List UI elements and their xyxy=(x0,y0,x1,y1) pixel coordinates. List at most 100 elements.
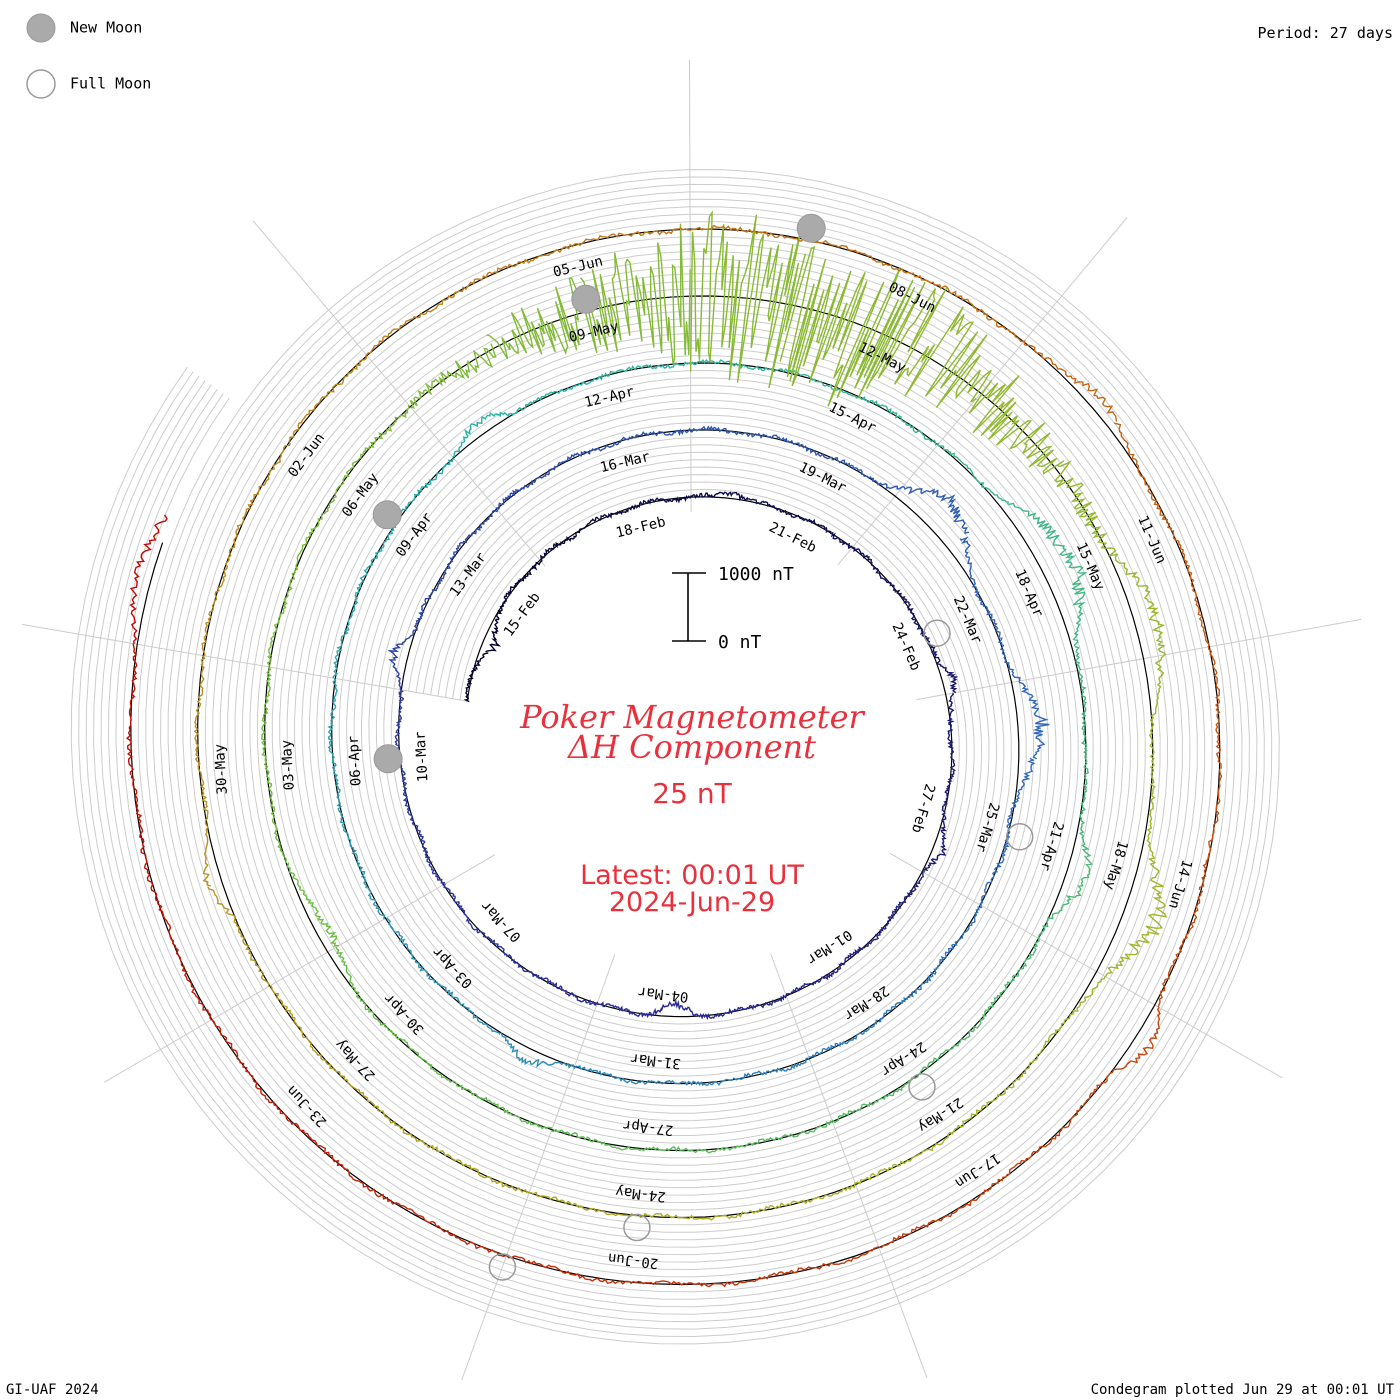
trace-segment-23 xyxy=(443,883,486,938)
grid-spiral-1 xyxy=(122,221,1228,1293)
date-label-17: 06-Apr xyxy=(346,735,365,786)
new-moon-marker-0 xyxy=(373,744,403,774)
trace-segment-21 xyxy=(537,975,599,1006)
trace-segment-10 xyxy=(892,587,927,639)
trace-segment-125 xyxy=(878,1188,991,1249)
trace-segment-133 xyxy=(130,774,160,903)
trace-segment-1 xyxy=(485,600,506,653)
trace-segment-109 xyxy=(233,442,292,545)
trace-segment-70 xyxy=(915,1014,987,1079)
trace-segment-22 xyxy=(484,936,538,978)
trace-segment-88 xyxy=(779,245,916,407)
trace-segment-51 xyxy=(349,843,386,920)
new-moon-marker-3 xyxy=(796,213,826,243)
trace-segment-98 xyxy=(854,1131,954,1185)
trace-segment-112 xyxy=(462,243,574,291)
trace-segment-78 xyxy=(286,862,339,947)
trace-segment-50 xyxy=(386,917,438,984)
grid-spoke-7 xyxy=(461,954,616,1381)
trace-segment-81 xyxy=(266,570,296,668)
date-label-2: 21-Feb xyxy=(766,519,818,556)
date-label-24: 27-Apr xyxy=(622,1116,674,1138)
trace-segment-17 xyxy=(785,963,842,996)
chart-subtitle: ΔH Component xyxy=(566,728,816,766)
trace-segment-74 xyxy=(551,1128,647,1152)
trace-segment-41 xyxy=(979,833,1011,906)
full-moon-marker-4 xyxy=(488,1253,517,1281)
trace-segment-2 xyxy=(503,561,542,603)
trace-segment-33 xyxy=(690,425,764,439)
new-moon-marker-2 xyxy=(571,284,601,314)
trace-segment-56 xyxy=(395,458,455,522)
trace-segment-92 xyxy=(1114,554,1167,656)
latest-time: Latest: 00:01 UT xyxy=(580,860,804,891)
date-label-26: 03-May xyxy=(279,739,298,790)
trace-segment-85 xyxy=(486,277,598,360)
trace-segment-83 xyxy=(342,405,410,483)
date-label-39: 11-Jun xyxy=(1134,513,1169,566)
date-label-31: 18-May xyxy=(1101,839,1131,892)
grid-spiral-7 xyxy=(78,176,1273,1338)
trace-segment-122 xyxy=(1157,890,1204,1008)
date-label-15: 31-Mar xyxy=(630,1050,682,1072)
data-trace-layer xyxy=(126,210,1223,1288)
date-label-42: 20-Jun xyxy=(607,1249,659,1271)
trace-segment-59 xyxy=(603,361,691,378)
date-label-40: 14-Jun xyxy=(1165,858,1195,911)
grid-spoke-3 xyxy=(837,217,1128,566)
trace-segment-46 xyxy=(652,1078,734,1087)
full-moon-marker-1 xyxy=(1005,823,1034,851)
trace-segment-75 xyxy=(464,1087,553,1130)
trace-segment-66 xyxy=(1077,670,1088,762)
trace-segment-6 xyxy=(691,491,749,502)
trace-segment-97 xyxy=(951,1059,1035,1134)
date-label-13: 25-Mar xyxy=(972,801,1002,854)
trace-segment-52 xyxy=(331,761,352,844)
trace-segment-101 xyxy=(529,1191,639,1218)
trace-segment-18 xyxy=(724,994,787,1015)
grid-spiral-5 xyxy=(93,191,1258,1323)
date-label-34: 27-May xyxy=(332,1036,378,1084)
trace-segment-60 xyxy=(690,358,779,373)
trace-segment-106 xyxy=(198,770,211,887)
trace-segment-68 xyxy=(1037,855,1093,939)
trace-segment-64 xyxy=(1006,502,1084,572)
trace-segment-95 xyxy=(1104,876,1168,977)
trace-segment-96 xyxy=(1033,976,1106,1061)
date-label-12: 22-Mar xyxy=(950,594,985,647)
chart-title: Poker Magnetometer xyxy=(519,698,865,736)
date-label-4: 27-Feb xyxy=(908,782,938,835)
trace-segment-65 xyxy=(1071,571,1088,671)
trace-segment-42 xyxy=(935,904,983,969)
grid-layer xyxy=(21,59,1362,1381)
trace-segment-63 xyxy=(937,444,1010,503)
trace-segment-79 xyxy=(264,765,287,864)
moon-marker-layer xyxy=(372,213,1034,1281)
trace-segment-134 xyxy=(126,643,138,775)
trace-segment-30 xyxy=(495,468,556,510)
trace-segment-119 xyxy=(1172,530,1210,648)
trace-segment-121 xyxy=(1198,768,1223,890)
trace-segment-73 xyxy=(645,1144,742,1154)
trace-segment-35 xyxy=(831,457,904,490)
trace-segment-14 xyxy=(922,813,948,873)
trace-segment-7 xyxy=(748,497,803,520)
trace-segment-4 xyxy=(584,504,636,529)
trace-segment-37 xyxy=(959,536,990,612)
new-moon-legend-label: New Moon xyxy=(70,19,142,37)
trace-segment-43 xyxy=(878,968,937,1023)
trace-segment-67 xyxy=(1078,760,1092,858)
trace-segment-80 xyxy=(260,666,272,767)
trace-segment-38 xyxy=(986,610,1021,682)
trace-segment-99 xyxy=(748,1182,856,1214)
trace-segment-8 xyxy=(801,518,853,550)
trace-segment-113 xyxy=(572,227,691,247)
date-label-20: 15-Apr xyxy=(826,399,878,436)
trace-segment-130 xyxy=(289,1121,392,1203)
trace-segment-71 xyxy=(831,1077,917,1124)
trace-segment-29 xyxy=(449,509,499,563)
date-label-11: 19-Mar xyxy=(796,459,848,496)
trace-segment-94 xyxy=(1146,764,1160,878)
full-moon-marker-3 xyxy=(623,1213,651,1242)
full-moon-marker-2 xyxy=(908,1073,936,1101)
